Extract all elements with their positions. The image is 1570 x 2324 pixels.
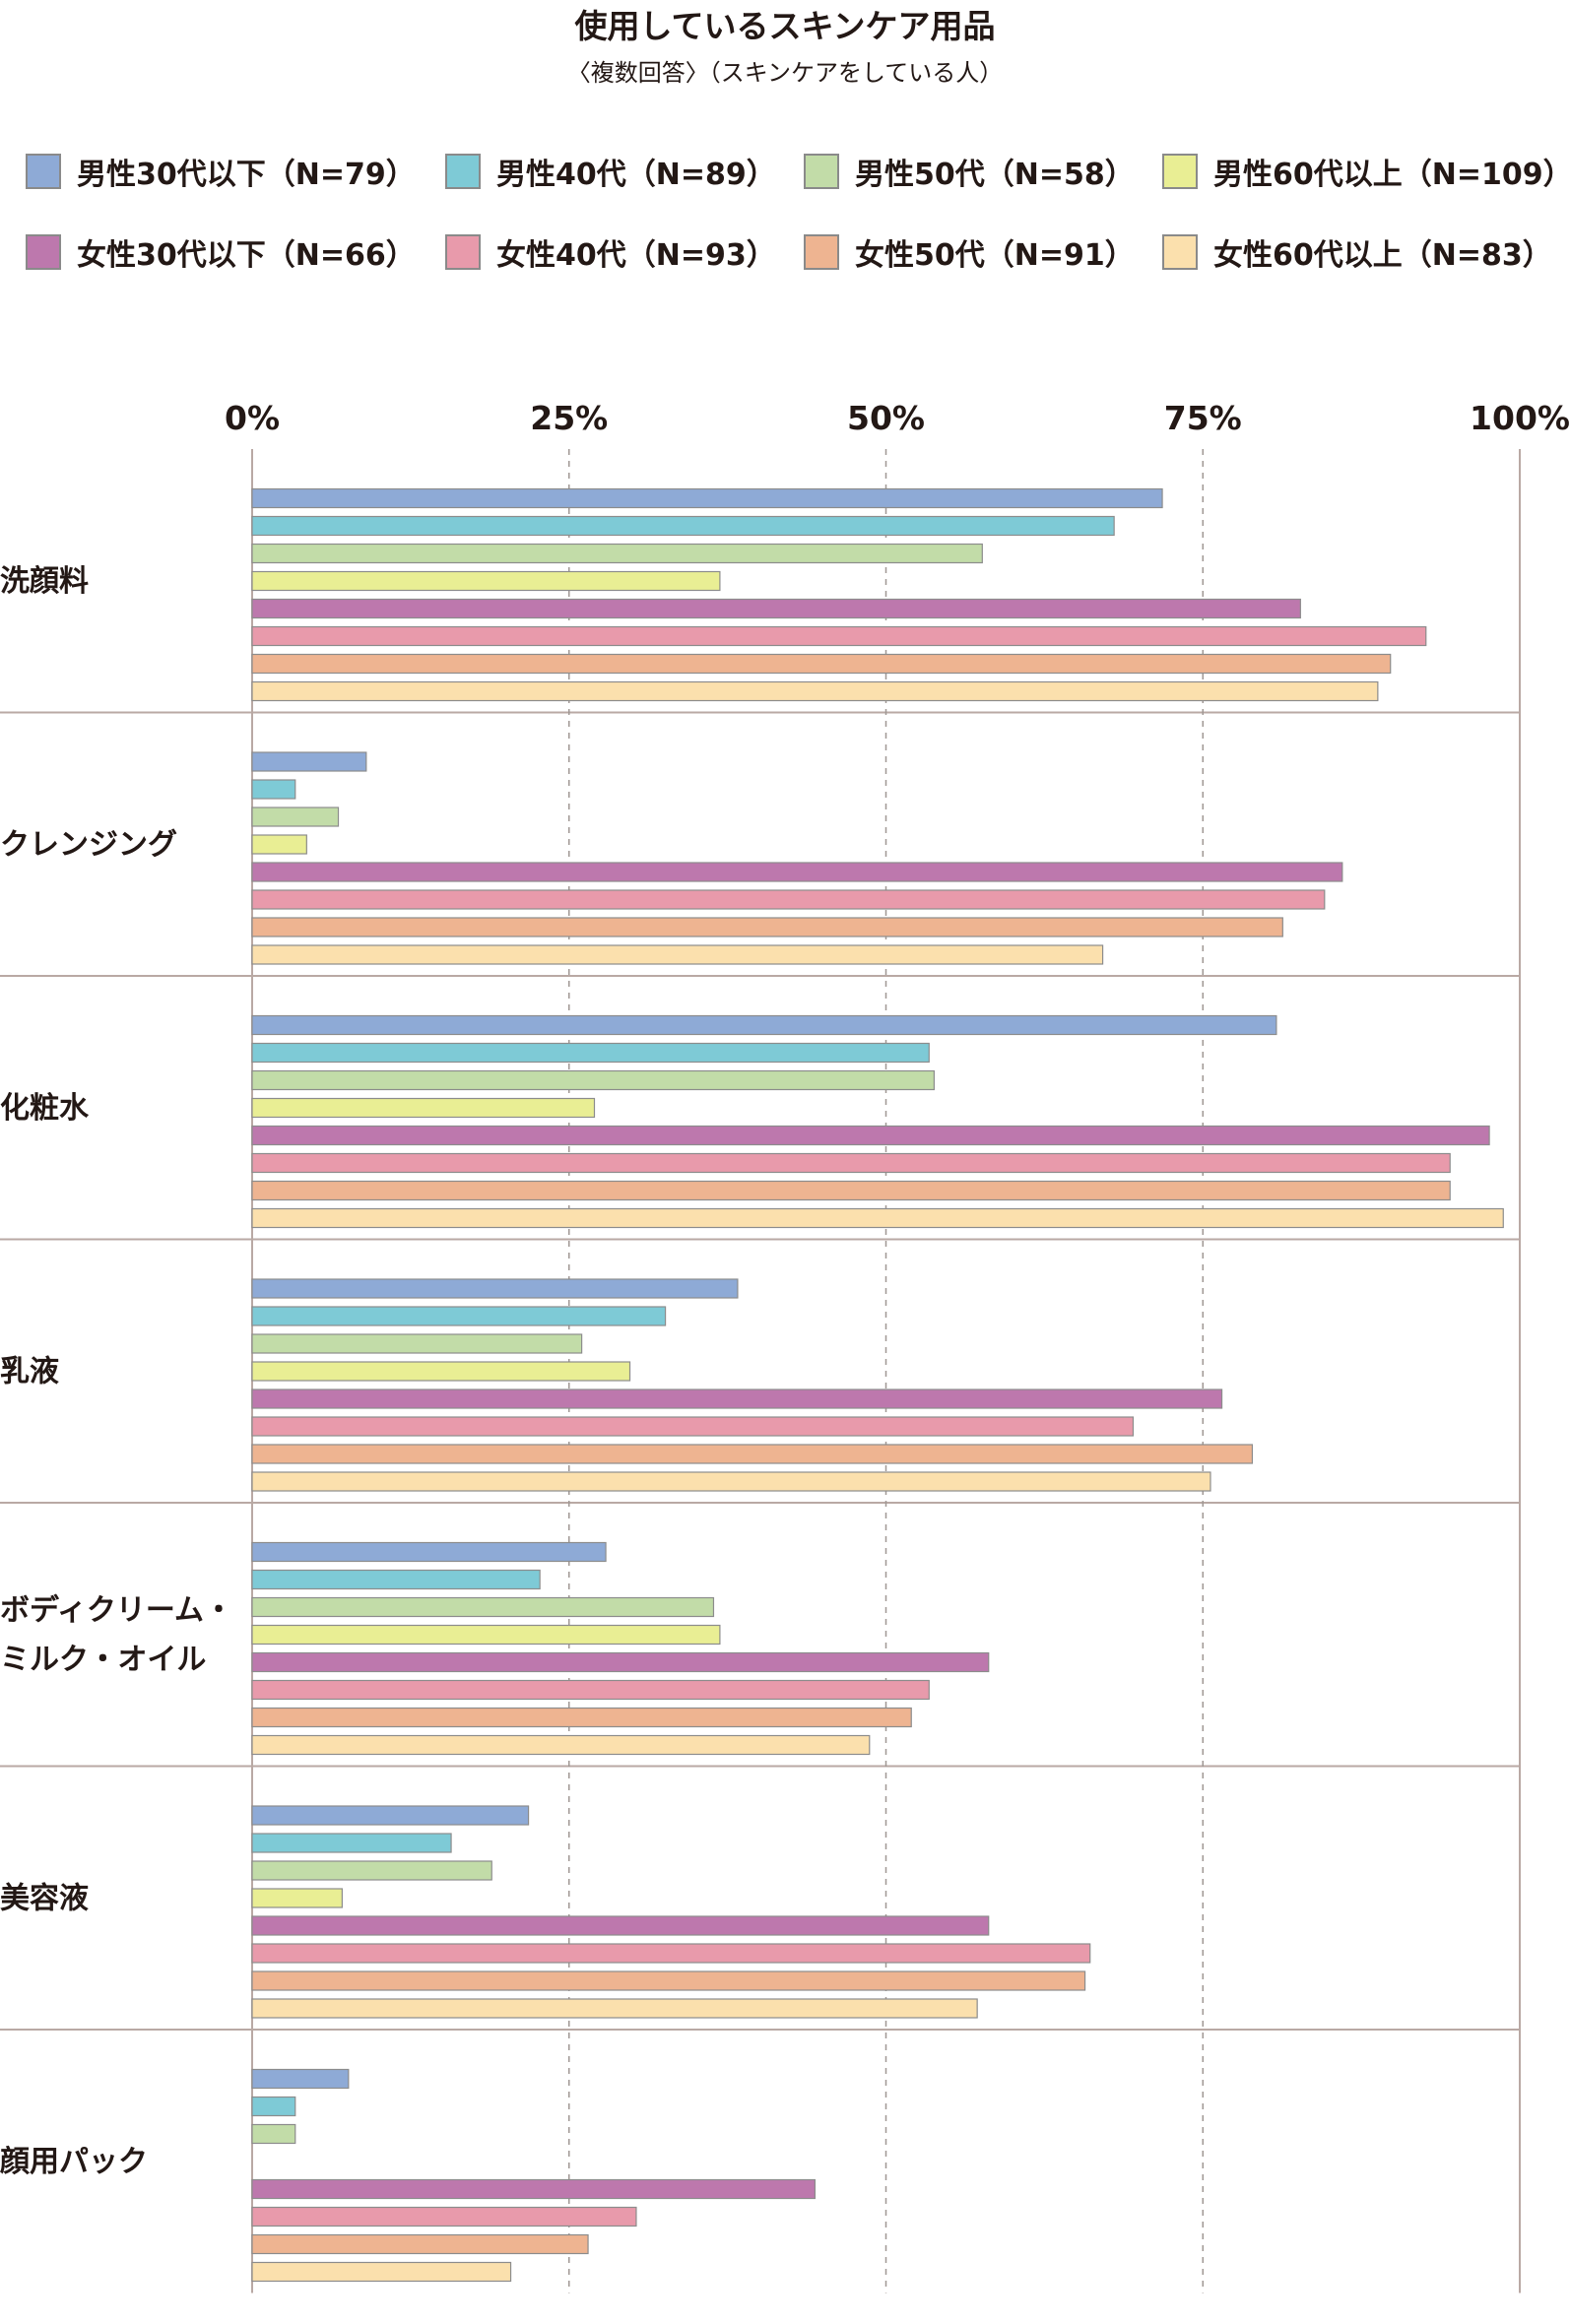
legend-item: 女性30代以下（N=66） — [26, 230, 416, 274]
legend-swatch — [1162, 234, 1198, 270]
bar — [251, 570, 721, 592]
legend-item: 女性50代（N=91） — [804, 230, 1135, 274]
legend-swatch — [445, 154, 481, 189]
bar — [251, 1180, 1451, 1201]
bar — [251, 862, 1343, 882]
bar — [251, 1805, 530, 1826]
legend-item: 男性30代以下（N=79） — [26, 150, 416, 193]
legend-label: 女性50代（N=91） — [855, 238, 1135, 273]
bar — [251, 625, 1427, 647]
bar — [251, 2206, 637, 2227]
legend-label: 男性50代（N=58） — [855, 158, 1135, 192]
x-tick-label: 50% — [847, 399, 925, 437]
bar — [251, 779, 296, 800]
bar — [251, 944, 1104, 965]
bar — [251, 598, 1301, 619]
bar — [251, 1069, 936, 1091]
bar — [251, 1569, 541, 1590]
bar — [251, 2178, 817, 2200]
legend-label: 女性60代以上（N=83） — [1213, 238, 1552, 273]
legend-item: 男性50代（N=58） — [804, 150, 1135, 193]
category-label: ミルク・オイル — [0, 1643, 206, 1677]
legend: 男性30代以下（N=79） 男性40代（N=89） 男性50代（N=58） 男性60代… — [0, 0, 1570, 315]
bar — [251, 1541, 607, 1563]
category-label: 乳液 — [0, 1354, 59, 1388]
legend-item: 男性60代以上（N=109） — [1162, 150, 1570, 193]
bar — [251, 1915, 990, 1936]
legend-label: 男性30代以下（N=79） — [77, 158, 416, 192]
bar — [251, 1207, 1504, 1229]
legend-swatch — [1162, 154, 1198, 189]
category-label: 化粧水 — [0, 1091, 90, 1126]
bar — [251, 515, 1115, 537]
legend-label: 男性40代（N=89） — [496, 158, 776, 192]
legend-swatch — [445, 234, 481, 270]
legend-item: 女性60代以上（N=83） — [1162, 230, 1552, 274]
bar — [251, 1278, 739, 1299]
bar — [251, 1444, 1254, 1464]
bar — [251, 487, 1163, 509]
bar — [251, 1014, 1277, 1036]
bar — [251, 1388, 1223, 1409]
bar — [251, 1333, 583, 1354]
bar — [251, 1361, 631, 1382]
bar — [251, 2096, 296, 2117]
bar — [251, 1471, 1211, 1492]
x-tick-label: 75% — [1164, 399, 1242, 437]
x-tick-label: 0% — [225, 399, 280, 437]
legend-swatch — [804, 154, 839, 189]
bar — [251, 653, 1392, 675]
bar — [251, 1679, 930, 1701]
bar — [251, 1097, 596, 1119]
bar — [251, 1707, 912, 1728]
bar — [251, 2233, 589, 2255]
bar — [251, 834, 307, 855]
category-label: 美容液 — [0, 1881, 89, 1915]
bar — [251, 1624, 721, 1646]
chart-subtitle: 〈複数回答〉（スキンケアをしている人） — [566, 59, 1004, 87]
bar — [251, 1651, 990, 1673]
bar — [251, 2123, 296, 2145]
legend-item: 男性40代（N=89） — [445, 150, 776, 193]
legend-swatch — [26, 234, 61, 270]
category-label: 顔用パック — [0, 2145, 148, 2179]
category-label: クレンジング — [0, 827, 177, 862]
chart-title: 使用しているスキンケア用品 — [574, 7, 996, 45]
x-tick-label: 100% — [1470, 399, 1570, 437]
bar — [251, 1596, 715, 1618]
x-tick-label: 25% — [530, 399, 608, 437]
bar — [251, 1860, 492, 1881]
bar — [251, 1734, 871, 1756]
bar — [251, 1833, 452, 1853]
bar — [251, 1970, 1086, 1991]
bar — [251, 889, 1326, 910]
bar — [251, 1943, 1091, 1964]
bar — [251, 917, 1283, 937]
bar — [251, 807, 340, 827]
bar — [251, 2261, 512, 2283]
bar — [251, 1306, 667, 1326]
bar — [251, 1125, 1490, 1146]
category-label: ボディクリーム・ — [0, 1593, 233, 1628]
bar — [251, 751, 367, 772]
legend-label: 女性40代（N=93） — [496, 238, 776, 273]
category-label: 洗顔料 — [0, 564, 89, 599]
bar — [251, 1998, 978, 2019]
legend-label: 男性60代以上（N=109） — [1213, 158, 1570, 192]
bar — [251, 1042, 930, 1064]
legend-item: 女性40代（N=93） — [445, 230, 776, 274]
bar — [251, 543, 983, 564]
legend-swatch — [26, 154, 61, 189]
bar — [251, 1888, 343, 1908]
legend-label: 女性30代以下（N=66） — [77, 238, 416, 273]
bar — [251, 1416, 1135, 1437]
legend-swatch — [804, 234, 839, 270]
bar — [251, 1152, 1451, 1174]
bar — [251, 2068, 350, 2090]
bar — [251, 680, 1379, 702]
